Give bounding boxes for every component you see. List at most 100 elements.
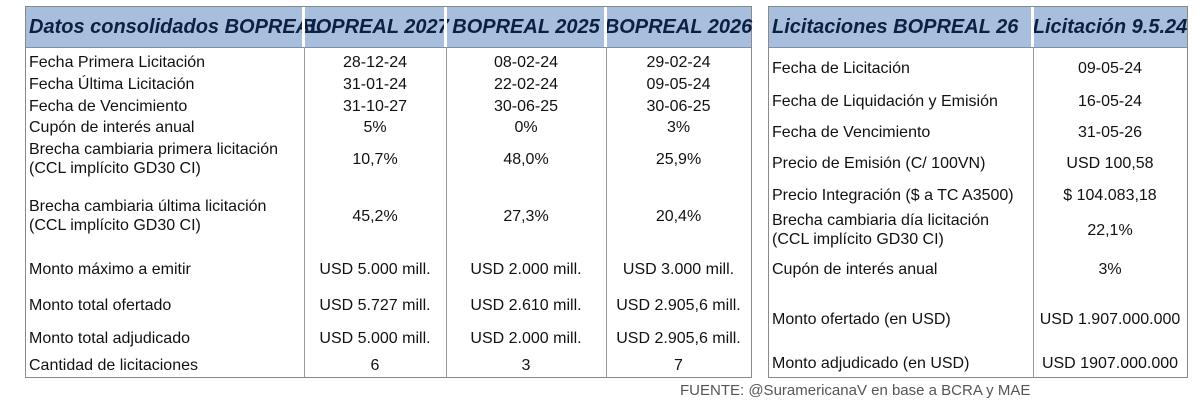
value-cell: 20,4%	[655, 207, 702, 225]
table-row: Brecha cambiaria día licitación (CCL impl…	[769, 211, 1187, 249]
table-header: Licitaciones BOPREAL 26 Licitación 9.5.24	[769, 7, 1187, 48]
row-label: Brecha cambiaria primera licitación (CCL …	[26, 137, 303, 181]
bopreal-consolidated-table: Datos consolidados BOPREAL BOPREAL 2027 BO…	[25, 6, 752, 378]
row-label-line: Fecha Última Licitación	[29, 75, 195, 93]
row-label-line: Monto total ofertado	[29, 296, 172, 314]
table-row: Fecha de Vencimiento 31-05-26	[769, 117, 1187, 147]
column-divider	[304, 47, 305, 377]
value-cell: 3	[521, 356, 531, 374]
header-separator	[444, 7, 447, 47]
table-row: Fecha de Vencimiento 31-10-27 30-06-25 30-0…	[26, 95, 751, 117]
value-cell: USD 5.727 mill.	[319, 296, 431, 314]
table-row: Monto ofertado (en USD) USD 1.907.000.000	[769, 289, 1187, 349]
value-cell: USD 2.000 mill.	[470, 260, 582, 278]
value-cell: 31-10-27	[342, 97, 408, 115]
value-cell: 30-06-25	[493, 97, 559, 115]
column-divider	[446, 47, 447, 377]
table-row: Brecha cambiaria primera licitación (CCL …	[26, 137, 751, 181]
row-label-line: Fecha de Liquidación y Emisión	[772, 92, 998, 110]
row-label: Brecha cambiaria última licitación (CCL i…	[26, 181, 303, 251]
value-cell: 29-02-24	[646, 53, 711, 71]
row-label-line: (CCL implícito GD30 CI)	[29, 160, 201, 177]
value-cell: USD 2.905,6 mill.	[616, 329, 741, 347]
row-label-line: Fecha de Vencimiento	[29, 97, 188, 115]
header-cell: Licitaciones BOPREAL 26	[772, 15, 1019, 38]
table-row: Precio Integración ($ a TC A3500) $ 104.0…	[769, 179, 1187, 211]
value-cell: 3%	[1098, 260, 1122, 278]
value-cell: USD 3.000 mill.	[622, 260, 735, 278]
row-label: Monto ofertado (en USD)	[769, 289, 1032, 349]
row-label-line: Monto ofertado (en USD)	[772, 310, 951, 328]
row-label: Cupón de interés anual	[26, 117, 303, 137]
row-label-line: (CCL implícito GD30 CI)	[29, 217, 201, 234]
value-cell: 09-05-24	[1077, 59, 1143, 77]
value-cell: 31-01-24	[342, 75, 408, 93]
row-label: Precio Integración ($ a TC A3500)	[769, 179, 1032, 211]
header-cell: BOPREAL 2025	[452, 15, 600, 38]
row-label-line: Cantidad de licitaciones	[29, 356, 198, 374]
row-label: Fecha de Vencimiento	[26, 95, 303, 117]
table-row: Monto total ofertado USD 5.727 mill. USD 2…	[26, 287, 751, 323]
value-cell: USD 2.610 mill.	[470, 296, 582, 314]
value-cell: $ 104.083,18	[1063, 186, 1157, 204]
value-cell: 09-05-24	[646, 75, 711, 93]
row-label-line: Monto adjudicado (en USD)	[772, 354, 970, 372]
row-label-line: Monto total adjudicado	[29, 329, 190, 347]
value-cell: 25,9%	[655, 150, 702, 168]
row-label: Monto máximo a emitir	[26, 251, 303, 287]
value-cell: 28-12-24	[342, 53, 408, 71]
table-row: Precio de Emisión (C/ 100VN) USD 100,58	[769, 147, 1187, 179]
row-label-line: Cupón de interés anual	[29, 118, 195, 136]
table-row: Brecha cambiaria última licitación (CCL i…	[26, 181, 751, 251]
value-cell: USD 5.000 mill.	[319, 260, 431, 278]
bopreal-26-auction-table: Licitaciones BOPREAL 26 Licitación 9.5.24…	[768, 6, 1188, 378]
row-label-line: (CCL implícito GD30 CI)	[772, 231, 944, 248]
value-cell: USD 1907.000.000	[1041, 354, 1179, 372]
column-divider	[606, 47, 607, 377]
column-divider	[1033, 47, 1034, 377]
row-label-line: Brecha cambiaria última licitación	[29, 198, 267, 215]
value-cell: 5%	[363, 118, 387, 136]
table-row: Fecha Primera Licitación 28-12-24 08-02-24…	[26, 51, 751, 73]
table-row: Cupón de interés anual 5% 0% 3%	[26, 117, 751, 137]
source-note: FUENTE: @SuramericanaV en base a BCRA y …	[680, 382, 1031, 399]
row-label: Brecha cambiaria día licitación (CCL impl…	[769, 211, 1032, 249]
table-row: Fecha de Liquidación y Emisión 16-05-24	[769, 85, 1187, 117]
header-cell: BOPREAL 2026	[604, 15, 753, 38]
value-cell: 30-06-25	[646, 97, 711, 115]
table-header: Datos consolidados BOPREAL BOPREAL 2027 BO…	[26, 7, 753, 48]
row-label-line: Brecha cambiaria primera licitación	[29, 141, 278, 158]
table-row: Monto total adjudicado USD 5.000 mill. USD…	[26, 323, 751, 353]
row-label: Cupón de interés anual	[769, 249, 1032, 289]
row-label: Fecha de Liquidación y Emisión	[769, 85, 1032, 117]
value-cell: 16-05-24	[1077, 92, 1143, 110]
value-cell: USD 2.000 mill.	[470, 329, 582, 347]
table-row: Cantidad de licitaciones 6 3 7	[26, 353, 751, 377]
row-label-line: Fecha de Licitación	[772, 59, 910, 77]
value-cell: 22,1%	[1087, 221, 1133, 239]
value-cell: 6	[370, 356, 380, 374]
row-label-line: Fecha Primera Licitación	[29, 53, 206, 71]
value-cell: 48,0%	[503, 150, 549, 168]
row-label-line: Monto máximo a emitir	[29, 260, 191, 278]
table-row: Cupón de interés anual 3%	[769, 249, 1187, 289]
value-cell: 0%	[514, 118, 538, 136]
value-cell: 22-02-24	[493, 75, 559, 93]
row-label: Monto adjudicado (en USD)	[769, 349, 1032, 377]
value-cell: 45,2%	[352, 207, 398, 225]
row-label-line: Brecha cambiaria día licitación	[772, 212, 989, 229]
table-row: Monto adjudicado (en USD) USD 1907.000.00…	[769, 349, 1187, 377]
value-cell: 7	[674, 356, 683, 374]
value-cell: 27,3%	[503, 207, 549, 225]
row-label: Fecha Última Licitación	[26, 73, 303, 95]
header-separator	[1031, 7, 1034, 47]
header-cell: Datos consolidados BOPREAL	[29, 15, 323, 38]
row-label-line: Fecha de Vencimiento	[772, 123, 931, 141]
table-row: Monto máximo a emitir USD 5.000 mill. USD …	[26, 251, 751, 287]
row-label: Precio de Emisión (C/ 100VN)	[769, 147, 1032, 179]
row-label: Fecha de Vencimiento	[769, 117, 1032, 147]
value-cell: 08-02-24	[493, 53, 559, 71]
header-cell: Licitación 9.5.24	[1032, 15, 1188, 38]
value-cell: USD 5.000 mill.	[319, 329, 431, 347]
row-label: Fecha de Licitación	[769, 51, 1032, 85]
